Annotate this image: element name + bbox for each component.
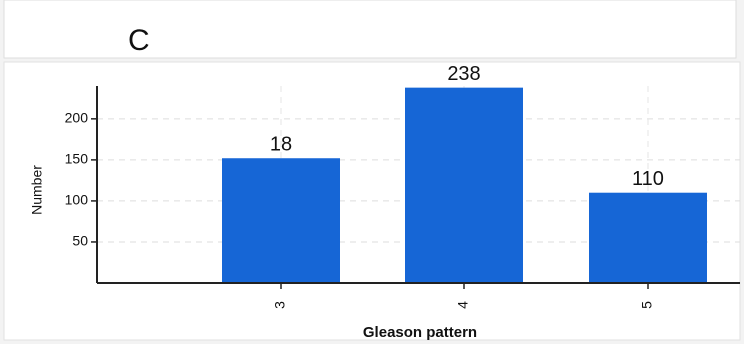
bar bbox=[589, 192, 707, 283]
y-tick-label: 100 bbox=[65, 192, 89, 208]
bar-label: 18 bbox=[270, 134, 292, 156]
x-tick-label: 3 bbox=[272, 301, 288, 309]
bar bbox=[222, 158, 340, 283]
x-tick-label: 5 bbox=[639, 301, 655, 309]
x-axis-label: Gleason pattern bbox=[363, 324, 477, 341]
y-axis-label: Number bbox=[29, 165, 45, 215]
x-tick-label: 4 bbox=[455, 301, 471, 309]
header-box bbox=[3, 0, 737, 59]
bar-label: 110 bbox=[632, 168, 664, 190]
y-tick-label: 50 bbox=[72, 233, 88, 249]
y-tick-label: 200 bbox=[65, 110, 89, 126]
bar bbox=[405, 87, 523, 284]
y-tick-label: 150 bbox=[65, 151, 89, 167]
panel-label: C bbox=[128, 24, 150, 57]
bar-label: 238 bbox=[447, 63, 480, 85]
